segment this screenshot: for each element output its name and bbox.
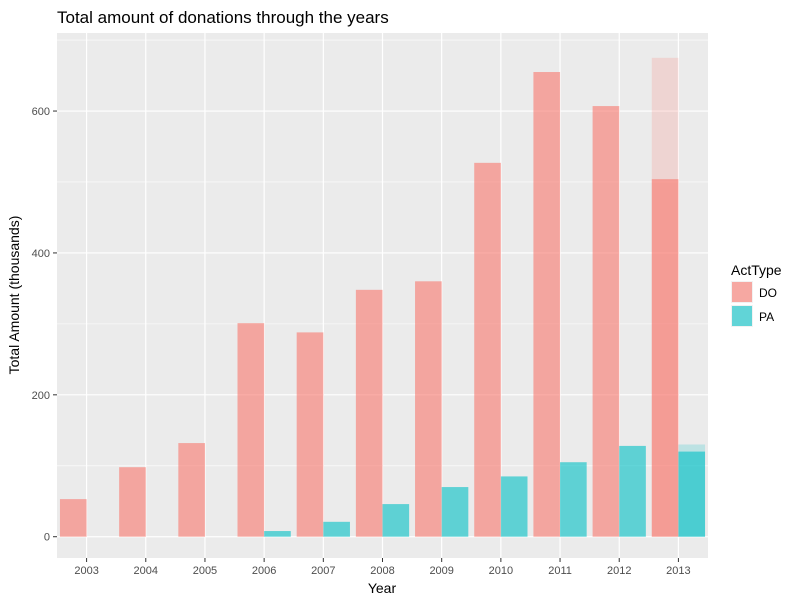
x-tick-label: 2013 [666,565,690,577]
bar-do [415,281,442,537]
bar-do [178,443,205,537]
bar-do [651,179,679,537]
x-tick-label: 2004 [134,565,158,577]
legend-label-do: DO [759,286,777,300]
x-tick-label: 2012 [607,565,631,577]
x-tick-label: 2007 [311,565,335,577]
bar-pa [560,462,587,537]
bar-pa [619,445,646,537]
y-tick-label: 400 [32,248,50,260]
bar-pa [323,521,350,537]
bar-do [119,467,146,537]
x-tick-label: 2008 [370,565,394,577]
bar-do [296,332,324,537]
y-tick-label: 0 [44,532,50,544]
bar-pa [382,504,410,537]
x-tick-label: 2006 [252,565,276,577]
x-axis-ticks: 2003 2004 2005 2006 2007 2008 2009 2010 2011 2012… [74,558,691,577]
legend: ActType DO PA [731,262,782,327]
bar-pa [678,451,706,537]
legend-swatch-pa [732,306,752,326]
bar-pa [500,476,528,537]
bar-do [533,72,561,537]
bar-do [237,323,265,537]
x-tick-label: 2003 [74,565,98,577]
bar-pa [264,531,291,537]
bar-do [59,499,87,537]
x-tick-label: 2009 [429,565,453,577]
legend-title: ActType [731,262,782,278]
bar-do [355,289,383,537]
bar-pa [441,487,469,537]
x-tick-label: 2011 [548,565,572,577]
chart-title: Total amount of donations through the ye… [57,8,389,27]
x-axis-title: Year [368,580,397,596]
bar-do [592,106,620,537]
x-tick-label: 2005 [193,565,217,577]
y-tick-label: 200 [32,390,50,402]
bar-do [474,162,501,537]
legend-swatch-do [732,282,752,302]
y-axis-title: Total Amount (thousands) [6,216,22,375]
legend-label-pa: PA [759,310,774,324]
x-tick-label: 2010 [489,565,513,577]
y-tick-label: 600 [32,106,50,118]
bars [59,57,706,537]
y-axis-ticks: 0 200 400 600 [32,106,57,544]
